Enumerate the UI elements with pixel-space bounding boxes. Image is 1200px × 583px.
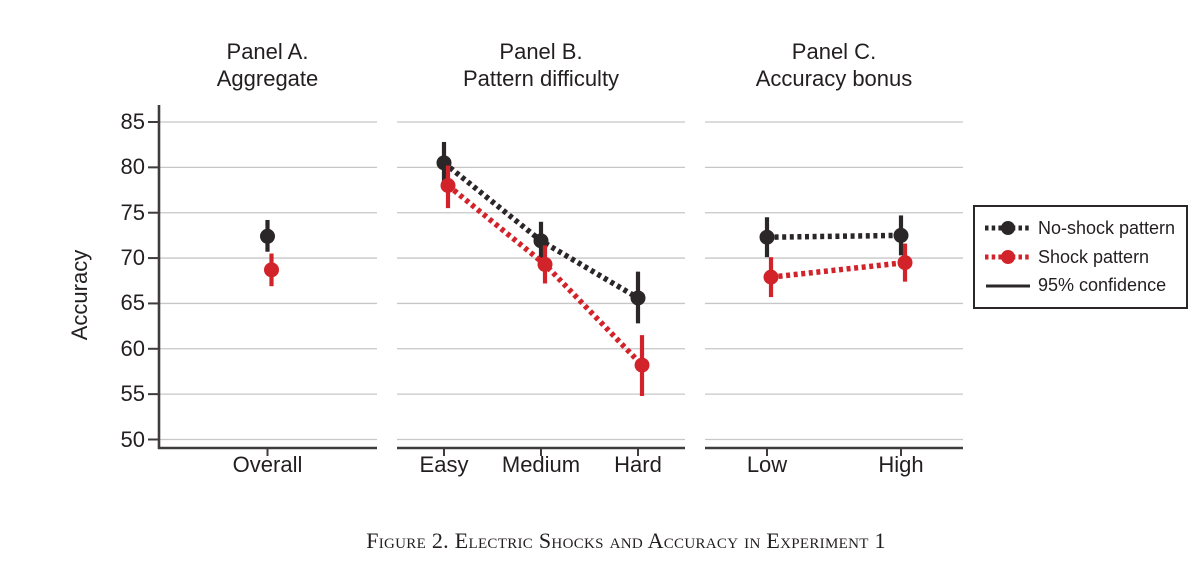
panel-b-title-line1: Panel B.: [499, 39, 583, 64]
x-tick-label: Hard: [614, 452, 662, 477]
legend-symbol-svg: [985, 250, 1031, 264]
data-point: [533, 233, 549, 249]
data-point: [893, 227, 909, 243]
data-point: [763, 269, 779, 285]
legend-dot: [1001, 221, 1015, 236]
confidence-line-icon: [985, 278, 1031, 294]
data-point: [264, 262, 279, 278]
x-tick-label: Overall: [232, 452, 303, 477]
y-tick-label: 60: [120, 335, 145, 361]
legend-label-confidence: 95% confidence: [1038, 275, 1167, 296]
legend-label-no-shock: No-shock pattern: [1038, 217, 1176, 238]
legend-dot: [1001, 250, 1015, 264]
panel-a-title: Panel A. Aggregate: [158, 38, 377, 92]
data-point: [634, 357, 650, 373]
data-point: [759, 229, 775, 245]
no-shock-dotted-line-icon: [985, 220, 1031, 236]
legend: No-shock pattern Shock pattern 95% confi…: [973, 205, 1188, 309]
y-tick-label: 50: [120, 426, 145, 452]
data-point: [630, 290, 646, 306]
y-tick-label: 70: [120, 245, 145, 271]
series-line: [770, 259, 906, 280]
panel-c-title: Panel C. Accuracy bonus: [705, 38, 963, 92]
data-point: [537, 256, 553, 272]
data-point: [440, 178, 456, 193]
x-tick-label: Medium: [501, 452, 581, 477]
y-tick-label: 75: [120, 199, 145, 225]
x-tick-label: Easy: [419, 452, 469, 477]
x-tick-label: Low: [746, 452, 788, 477]
y-tick-label: 85: [120, 109, 145, 134]
legend-item-confidence: 95% confidence: [985, 275, 1180, 296]
data-point: [897, 255, 913, 271]
panel-c-title-line1: Panel C.: [791, 39, 877, 64]
legend-symbol-svg: [986, 284, 1030, 288]
panel-b-title-line2: Pattern difficulty: [462, 66, 620, 91]
legend-item-shock: Shock pattern: [985, 247, 1180, 268]
panel-a-title-line2: Aggregate: [216, 66, 319, 91]
y-tick-label: 80: [120, 154, 145, 180]
y-tick-label: 55: [120, 381, 145, 407]
shock-dotted-line-icon: [985, 249, 1031, 265]
legend-symbol-svg: [985, 221, 1031, 236]
series-line: [766, 232, 902, 240]
panel-a-title-line1: Panel A.: [226, 39, 309, 64]
data-point: [260, 228, 275, 244]
panel-c-title-line2: Accuracy bonus: [755, 66, 913, 91]
x-tick-label: High: [878, 452, 924, 477]
legend-label-shock: Shock pattern: [1038, 246, 1150, 267]
figure-caption: Figure 2. Electric Shocks and Accuracy i…: [366, 528, 886, 553]
panel-b-title: Panel B. Pattern difficulty: [397, 38, 685, 92]
y-tick-label: 65: [120, 290, 145, 316]
legend-item-no-shock: No-shock pattern: [985, 218, 1180, 239]
